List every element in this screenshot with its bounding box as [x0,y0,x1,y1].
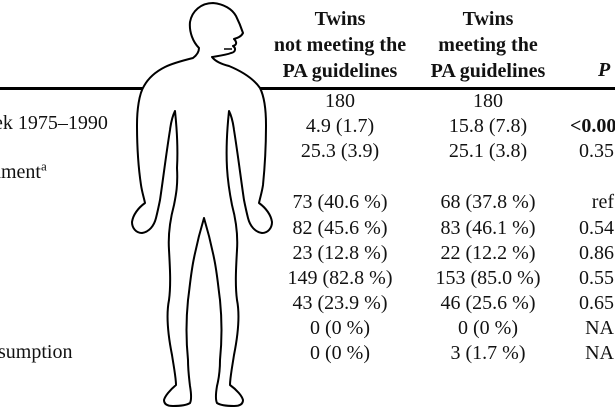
table-cell: 15.8 (7.8) [448,115,528,137]
table-cell: 153 (85.0 %) [435,267,541,289]
row-label-year-range: ek 1975–1990 [0,112,108,134]
table-cell: 3 (1.7 %) [450,342,526,364]
column-header-p-value: P [598,59,611,81]
superscript-a: a [41,158,47,174]
table-cell-p-value: NA [585,317,614,339]
column-header-twins-meeting: Twins meeting the PA guidelines [420,6,556,84]
table-cell: 68 (37.8 %) [440,191,536,213]
table-cell: 25.1 (3.8) [448,140,528,162]
table-cell: 0 (0 %) [310,342,370,364]
header-line: PA guidelines [282,60,398,82]
header-line: Twins [462,8,514,30]
table-cell-p-value: 0.65 [579,292,614,314]
table-cell: 43 (23.9 %) [292,292,388,314]
table-cell-p-value: <0.00 [570,115,615,137]
column-header-twins-not-meeting: Twins not meeting the PA guidelines [272,6,408,84]
table-cell: 83 (46.1 %) [440,217,536,239]
table-cell: 180 [325,90,355,112]
table-cell: 4.9 (1.7) [305,115,375,137]
table-cell: 180 [473,90,503,112]
table-cell-p-value: ref [591,191,614,213]
header-line: PA guidelines [430,60,546,82]
table-cell: 82 (45.6 %) [292,217,388,239]
row-label-attainment: nmenta [0,158,47,184]
header-line: Twins [314,8,366,30]
table-cell: 25.3 (3.9) [300,140,380,162]
human-silhouette-path [131,2,273,407]
row-label-consumption: sumption [0,341,73,363]
table-cell: 73 (40.6 %) [292,191,388,213]
table-cell: 46 (25.6 %) [440,292,536,314]
table-cell-p-value: 0.35 [579,140,614,162]
table-cell-p-value: 0.54 [579,217,614,239]
header-line: meeting the [438,34,538,56]
table-header-rule [0,87,615,90]
row-label-attainment-text: nment [0,161,41,183]
table-cell: 23 (12.8 %) [292,242,388,264]
table-cell: 149 (82.8 %) [287,267,393,289]
header-line: not meeting the [273,34,407,56]
table-cell-p-value: NA [585,342,614,364]
table-cell-p-value: 0.55 [579,267,614,289]
table-cell: 0 (0 %) [310,317,370,339]
table-cell-p-value: 0.86 [579,242,614,264]
table-cell: 22 (12.2 %) [440,242,536,264]
table-cell: 0 (0 %) [458,317,518,339]
